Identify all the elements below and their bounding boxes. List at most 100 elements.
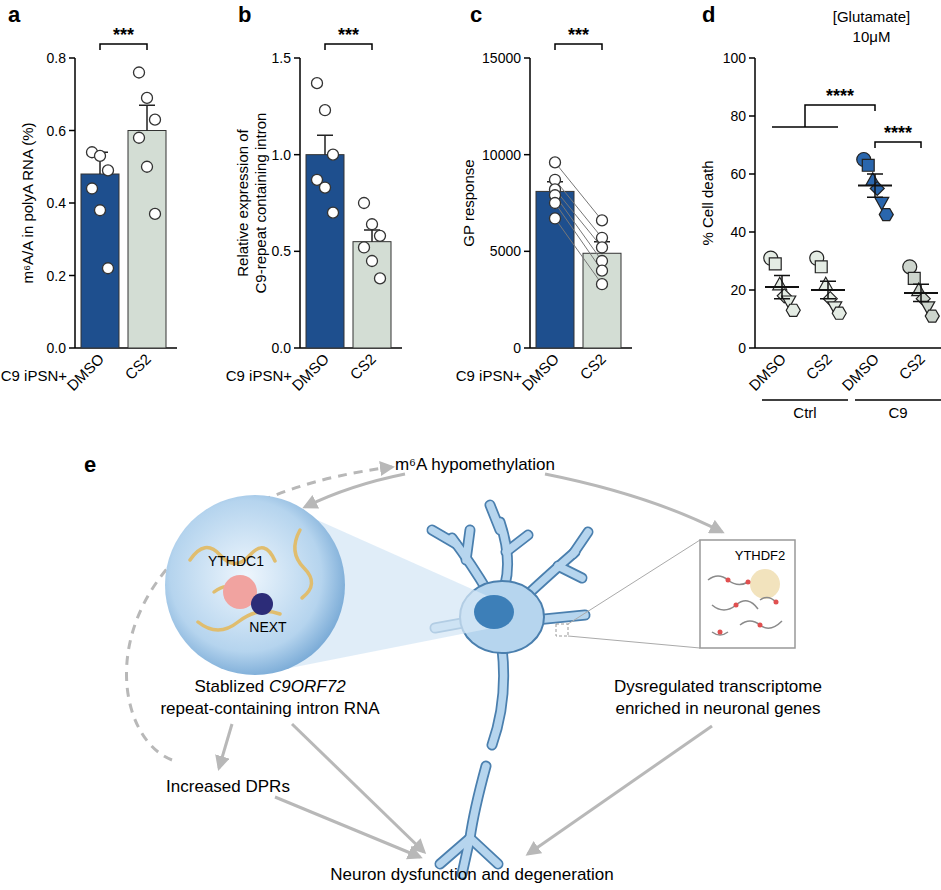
data-point <box>862 159 874 171</box>
neurite-outline <box>492 648 504 745</box>
y-tick-label: 60 <box>730 166 746 182</box>
data-point <box>769 258 781 270</box>
arrow <box>275 797 420 857</box>
y-tick <box>749 57 755 59</box>
error-bar <box>594 242 610 254</box>
top-label: m⁶A hypomethylation <box>395 455 555 474</box>
data-point <box>375 273 386 284</box>
y-axis-label: % Cell death <box>699 160 716 245</box>
neurite <box>470 766 486 838</box>
data-point <box>142 161 153 172</box>
group-line <box>762 399 848 401</box>
y-tick <box>749 289 755 291</box>
panel-b: b Relative expression ofC9-repeat contain… <box>226 2 402 394</box>
right-text: Dysregulated transcriptome <box>614 677 822 696</box>
y-tick-label: 0.2 <box>47 268 67 284</box>
x-tick-label: CS2 <box>346 350 379 383</box>
significance-label: *** <box>338 25 359 45</box>
m6a-site <box>758 623 763 628</box>
significance-label: *** <box>568 25 589 45</box>
y-axis <box>754 58 756 348</box>
bar <box>306 155 344 348</box>
x-axis-label: C9 iPSN+ <box>456 367 523 384</box>
y-tick-label: 80 <box>730 108 746 124</box>
mrna <box>708 576 748 585</box>
arrow <box>545 474 722 532</box>
zoom-source <box>556 624 568 636</box>
y-tick-label: 1.0 <box>272 147 292 163</box>
data-point <box>103 165 114 176</box>
bar <box>128 131 166 349</box>
data-point <box>903 260 917 274</box>
data-point <box>320 182 331 193</box>
left-text-prefix: Stablized <box>194 677 269 696</box>
y-tick <box>294 251 300 253</box>
y-tick-label: 10000 <box>482 147 521 163</box>
panel-label: c <box>470 2 482 27</box>
y-tick <box>294 347 300 349</box>
y-tick-label: 0.0 <box>272 340 292 356</box>
neurite-outline <box>573 532 588 554</box>
y-tick <box>69 202 75 204</box>
left-text-gene: C9ORF72 <box>269 677 346 696</box>
y-tick <box>69 57 75 59</box>
zoom-line <box>568 540 700 624</box>
pair-line <box>555 162 602 220</box>
y-axis <box>529 58 531 348</box>
x-tick-label: DMSO <box>63 350 107 394</box>
y-tick <box>524 347 530 349</box>
left-text-line2: repeat-containing intron RNA <box>160 699 380 718</box>
mrna <box>740 621 782 628</box>
data-point <box>367 256 378 267</box>
panel-label: b <box>238 2 251 27</box>
diagram: eYTHDC1NEXTYTHDF2m⁶A hypomethylationStab… <box>84 452 822 884</box>
m6a-site <box>734 603 739 608</box>
y-axis-label: GP response <box>460 159 477 246</box>
data-point <box>879 209 893 221</box>
data-point <box>142 92 153 103</box>
data-point <box>150 114 161 125</box>
panel-label: d <box>702 2 715 27</box>
group-label: Ctrl <box>793 404 816 421</box>
panel-c: cGP response050001000015000DMSOCS2C9 iPS… <box>456 2 632 394</box>
data-point <box>95 150 106 161</box>
x-tick-label: CS2 <box>121 350 154 383</box>
y-tick-label: 0.0 <box>47 340 67 356</box>
marks <box>536 157 621 348</box>
subtitle: 10μM <box>853 28 891 45</box>
panel-d: d% Cell death020406080100DMSOCS2DMSOCS2[… <box>699 2 941 421</box>
y-axis-label: Relative expression of <box>234 128 251 276</box>
panel-label: e <box>84 452 96 477</box>
y-tick <box>749 115 755 117</box>
bar <box>81 174 119 348</box>
significance-label: **** <box>826 86 854 106</box>
outcome-label: Neuron dysfunction and degeneration <box>330 865 614 884</box>
rna <box>295 530 312 598</box>
mrna <box>712 601 758 610</box>
pair-line <box>555 189 602 247</box>
cytoplasm-zoom <box>700 540 795 648</box>
ythdf2 <box>750 569 780 599</box>
y-tick-label: 0 <box>738 340 746 356</box>
data-point <box>95 205 106 216</box>
panel-label: a <box>8 2 21 27</box>
y-axis-label: C9-repeat containing intron <box>252 113 269 294</box>
data-point <box>320 105 331 116</box>
arrow <box>219 724 232 768</box>
neurite <box>432 530 456 544</box>
data-point <box>815 261 827 273</box>
m6a-site <box>726 578 731 583</box>
y-tick-label: 100 <box>723 50 747 66</box>
arrow <box>528 726 712 854</box>
panel-a: am⁶A/A in polyA RNA (%)0.00.20.40.60.8DM… <box>1 2 177 394</box>
y-tick-label: 0.4 <box>47 195 67 211</box>
significance-label: **** <box>884 123 912 143</box>
data-point <box>328 149 339 160</box>
x-tick-label: DMSO <box>518 350 562 394</box>
data-point <box>312 78 323 89</box>
y-tick-label: 15000 <box>482 50 521 66</box>
data-point <box>870 182 884 196</box>
y-tick <box>294 154 300 156</box>
error-bar <box>867 174 883 197</box>
y-tick-label: 5000 <box>490 243 521 259</box>
